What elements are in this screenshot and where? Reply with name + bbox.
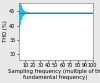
- X-axis label: Sampling frequency (multiple of the
fundamental frequency): Sampling frequency (multiple of the fund…: [8, 69, 100, 80]
- Y-axis label: THD (%): THD (%): [3, 20, 8, 42]
